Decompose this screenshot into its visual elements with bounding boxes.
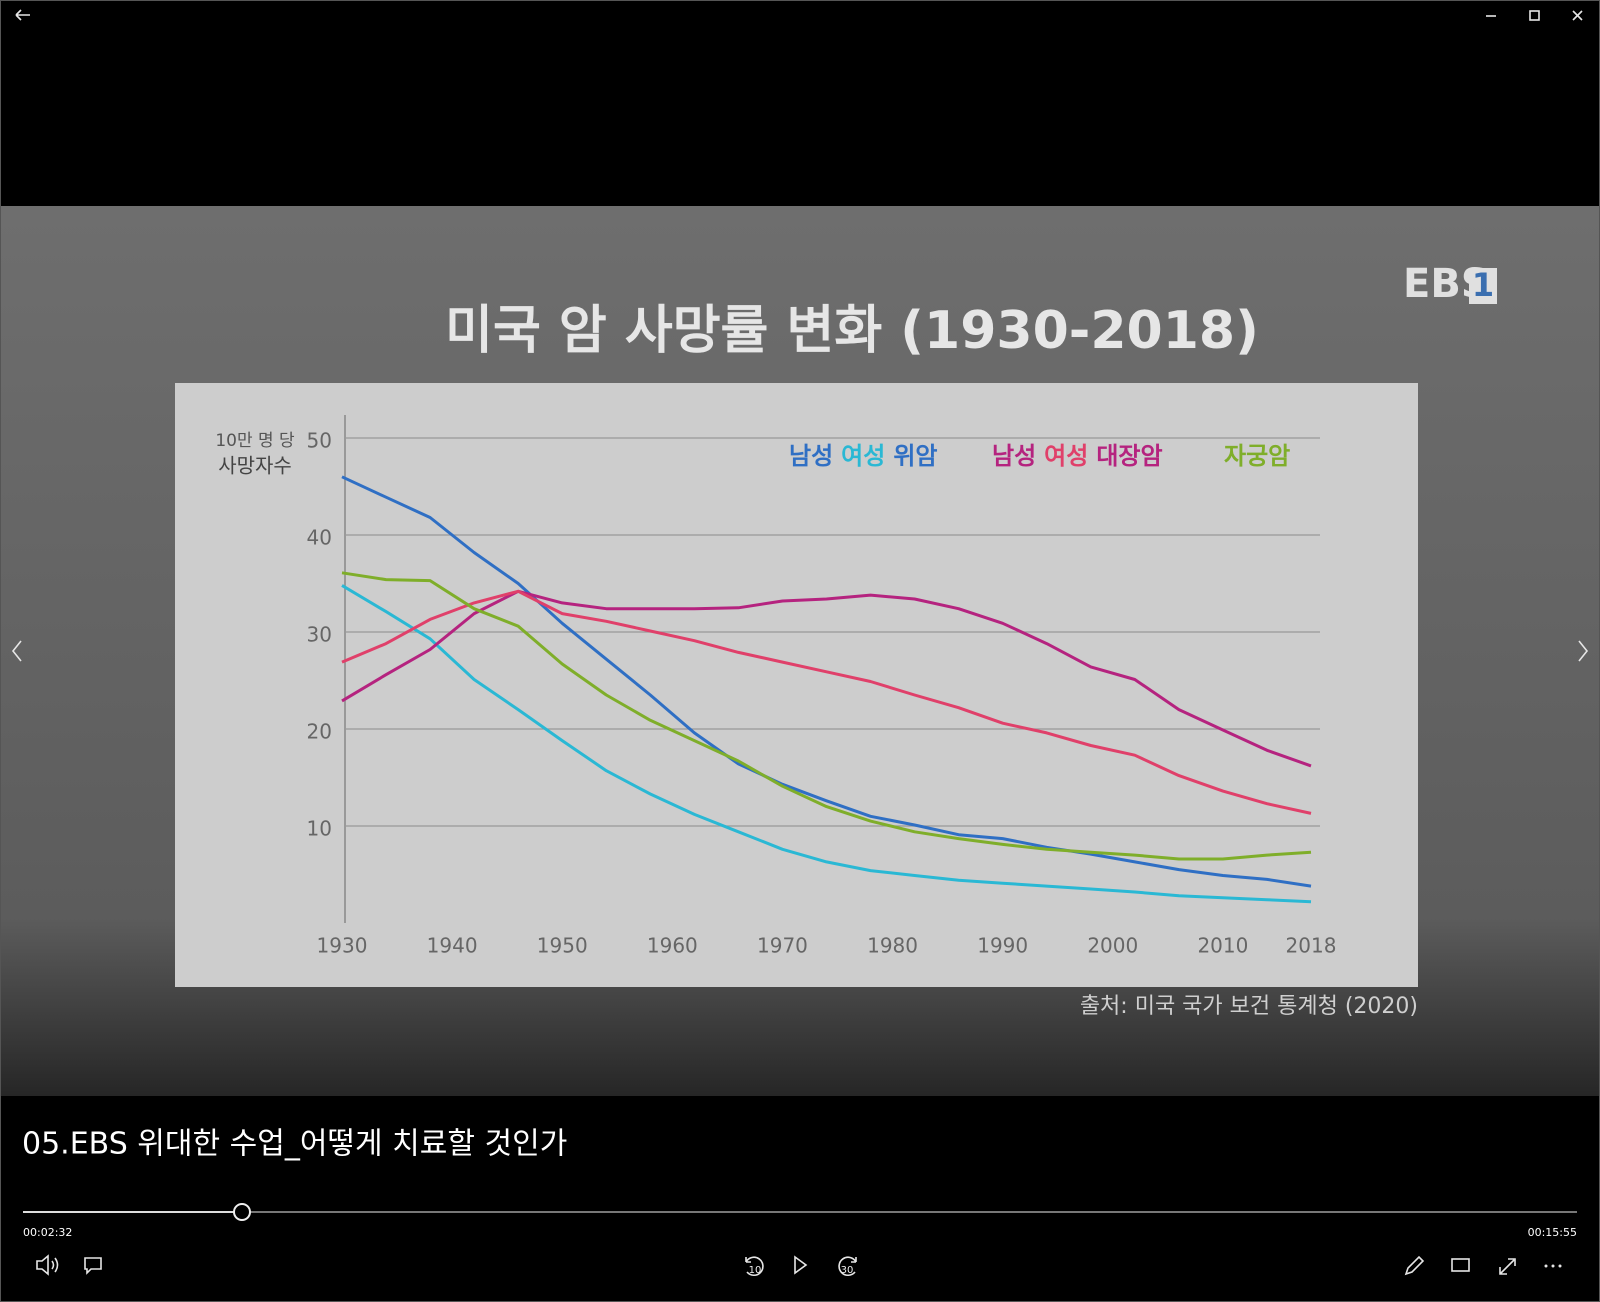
x-tick-label: 1940 [427,934,478,958]
x-tick-label: 1970 [757,934,808,958]
more-button[interactable] [1544,1264,1562,1268]
x-tick-label: 2010 [1197,934,1248,958]
play-button[interactable] [794,1255,808,1275]
legend-group-label: 대장암 [1096,442,1162,470]
edit-button[interactable] [1404,1255,1425,1276]
logo-channel: 1 [1472,266,1494,304]
current-time: 00:02:32 [23,1226,72,1239]
mini-view-button[interactable] [1451,1258,1470,1272]
y-tick-label: 10 [307,817,332,841]
next-button[interactable] [1578,640,1589,662]
x-tick-label: 1960 [647,934,698,958]
x-tick-label: 2018 [1286,934,1337,958]
data-line [341,589,1312,815]
previous-button[interactable] [11,640,22,662]
legend-group-label: 자궁암 [1224,442,1290,470]
skip-forward-label: 30 [841,1265,854,1276]
progress-thumb[interactable] [233,1203,251,1221]
y-axis-label: 10만 명 당 [215,431,295,451]
x-tick-label: 1990 [977,934,1028,958]
x-tick-label: 1980 [867,934,918,958]
x-tick-label: 1930 [317,934,368,958]
skip-forward-button[interactable] [838,1256,857,1277]
duration: 00:15:55 [1528,1226,1577,1239]
skip-back-button[interactable] [745,1256,764,1277]
legend: 남성 여성 대장암 [992,442,1163,470]
y-tick-label: 40 [307,526,332,550]
legend: 남성 여성 위암 [789,442,938,470]
legend-entry: 여성 [1044,442,1088,470]
y-tick-label: 30 [307,623,332,647]
logo-box [1469,268,1497,304]
data-line [341,475,1312,888]
fullscreen-button[interactable] [1499,1258,1516,1275]
data-line [341,571,1312,861]
skip-back-label: 10 [749,1265,762,1276]
y-axis-label: 사망자수 [218,454,292,478]
close-button[interactable] [1572,10,1583,21]
subtitles-button[interactable] [84,1257,102,1275]
y-tick-label: 50 [307,429,332,453]
back-button[interactable] [15,9,30,21]
x-tick-label: 2000 [1087,934,1138,958]
volume-button[interactable] [36,1254,59,1276]
chart-title: 미국 암 사망률 변화 (1930-2018) [445,301,1259,361]
legend-entry: 여성 [841,442,885,470]
legend-entry: 남성 [992,442,1036,470]
data-line [341,589,1312,768]
chart-paper [175,383,1418,987]
video-title: 05.EBS 위대한 수업_어떻게 치료할 것인가 [22,1127,567,1162]
y-tick-label: 20 [307,720,332,744]
maximize-button[interactable] [1529,10,1540,21]
chart-source: 출처: 미국 국가 보건 통계청 (2020) [1080,994,1418,1019]
data-line [341,584,1312,904]
legend-group-label: 위암 [893,442,937,470]
legend-entry: 남성 [789,442,833,470]
legend: 자궁암 [1224,442,1290,470]
x-tick-label: 1950 [537,934,588,958]
